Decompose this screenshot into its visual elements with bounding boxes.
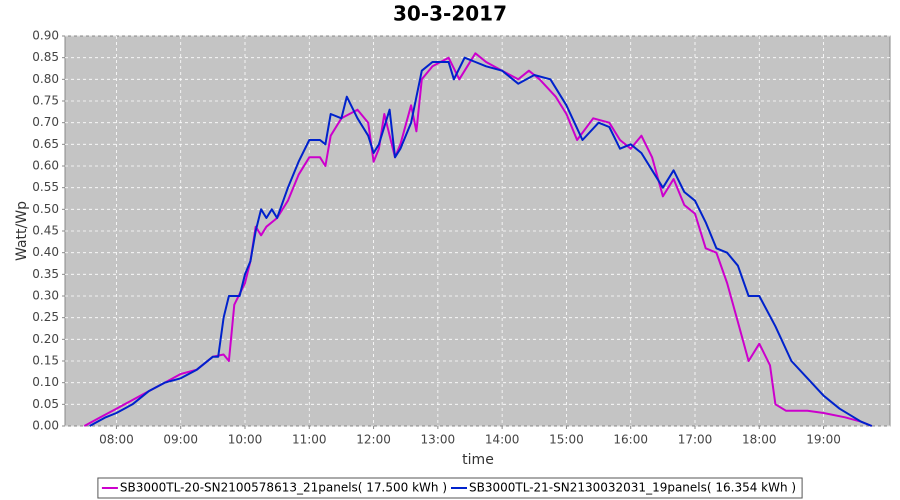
- y-tick-label: 0.55: [32, 180, 59, 194]
- x-tick-label: 11:00: [292, 433, 327, 447]
- x-tick-label: 13:00: [421, 433, 456, 447]
- chart-title: 30-3-2017: [393, 2, 507, 26]
- y-tick-label: 0.05: [32, 397, 59, 411]
- y-tick-label: 0.10: [32, 375, 59, 389]
- y-tick-label: 0.50: [32, 202, 59, 216]
- x-tick-label: 12:00: [356, 433, 391, 447]
- x-tick-label: 10:00: [228, 433, 263, 447]
- x-axis-title: time: [462, 452, 494, 468]
- y-axis-title: Watt/Wp: [14, 201, 30, 261]
- legend-label: SB3000TL-21-SN2130032031_19panels( 16.35…: [469, 481, 796, 495]
- x-tick-label: 09:00: [163, 433, 198, 447]
- x-tick-label: 16:00: [613, 433, 648, 447]
- plot-area: [64, 35, 891, 427]
- y-tick-label: 0.40: [32, 245, 59, 259]
- y-tick-label: 0.60: [32, 159, 59, 173]
- y-tick-label: 0.15: [32, 354, 59, 368]
- y-tick-label: 0.35: [32, 267, 59, 281]
- x-tick-label: 19:00: [806, 433, 841, 447]
- legend-label: SB3000TL-20-SN2100578613_21panels( 17.50…: [120, 481, 447, 495]
- y-tick-label: 0.85: [32, 50, 59, 64]
- y-tick-label: 0.80: [32, 72, 59, 86]
- y-tick-label: 0.45: [32, 224, 59, 238]
- y-tick-label: 0.25: [32, 310, 59, 324]
- x-tick-label: 15:00: [549, 433, 584, 447]
- y-tick-label: 0.00: [32, 419, 59, 433]
- x-tick-label: 18:00: [742, 433, 777, 447]
- x-tick-label: 17:00: [678, 433, 713, 447]
- y-tick-label: 0.65: [32, 137, 59, 151]
- legend: SB3000TL-20-SN2100578613_21panels( 17.50…: [97, 477, 803, 499]
- x-tick-label: 14:00: [485, 433, 520, 447]
- y-tick-label: 0.90: [32, 29, 59, 43]
- legend-box: [97, 477, 803, 499]
- series-line: [89, 56, 873, 427]
- y-tick-label: 0.70: [32, 115, 59, 129]
- y-tick-label: 0.30: [32, 289, 59, 303]
- x-tick-label: 08:00: [99, 433, 134, 447]
- y-tick-label: 0.75: [32, 94, 59, 108]
- y-tick-label: 0.20: [32, 332, 59, 346]
